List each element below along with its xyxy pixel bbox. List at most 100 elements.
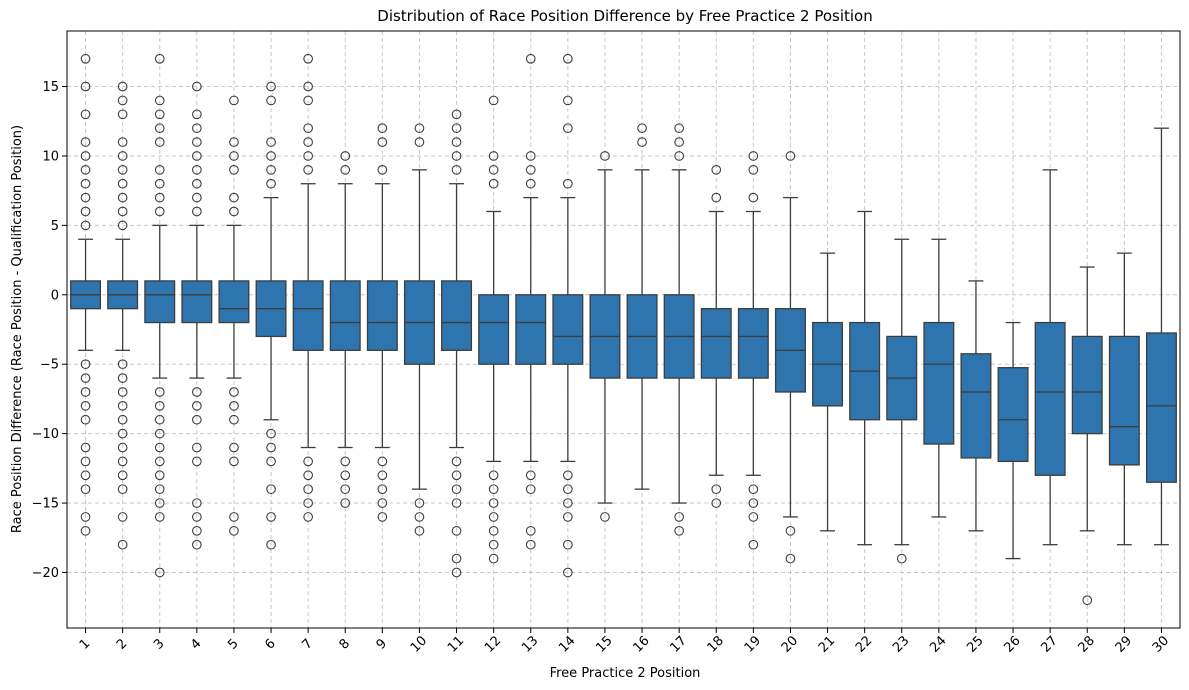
outlier-point (117, 373, 128, 383)
outlier-point (414, 137, 425, 147)
outlier-point (80, 178, 91, 189)
outlier-point (488, 164, 499, 175)
box-group-23 (886, 238, 918, 564)
box-iqr (366, 280, 398, 351)
y-tick-label: 5 (51, 219, 59, 234)
outlier-point (303, 498, 314, 508)
outlier-point (340, 456, 351, 467)
box-iqr (1034, 321, 1066, 476)
outlier-point (117, 359, 128, 370)
box-group-19 (737, 151, 769, 550)
outlier-point (266, 512, 276, 522)
outlier-point (414, 498, 425, 508)
outlier-point (117, 484, 128, 495)
outlier-point (80, 512, 91, 522)
outlier-point (266, 178, 276, 189)
box-iqr (923, 321, 955, 445)
outlier-point (117, 109, 128, 120)
outlier-point (525, 539, 536, 550)
outlier-point (154, 470, 165, 481)
box-group-3 (144, 53, 176, 578)
outlier-point (340, 164, 351, 175)
outlier-point (377, 137, 388, 147)
outlier-point (488, 512, 499, 522)
box-group-28 (1071, 266, 1103, 606)
outlier-point (525, 164, 536, 175)
outlier-point (748, 512, 759, 522)
outlier-point (154, 442, 165, 453)
outlier-point (154, 498, 165, 508)
outlier-point (488, 95, 499, 106)
outlier-point (229, 95, 239, 106)
outlier-point (303, 137, 314, 147)
box-iqr (997, 367, 1029, 463)
box-group-8 (329, 151, 361, 508)
box-group-14 (552, 53, 584, 578)
outlier-point (303, 95, 314, 106)
outlier-point (748, 192, 759, 203)
outlier-point (303, 53, 314, 64)
outlier-point (340, 470, 351, 481)
outlier-point (562, 95, 573, 106)
outlier-point (748, 151, 759, 161)
box-group-13 (515, 53, 547, 550)
outlier-point (229, 456, 239, 467)
outlier-point (229, 387, 239, 397)
box-iqr (960, 353, 992, 459)
outlier-point (154, 95, 165, 106)
outlier-point (303, 470, 314, 481)
outlier-point (192, 151, 202, 161)
outlier-point (154, 512, 165, 522)
outlier-point (600, 512, 610, 522)
outlier-point (192, 81, 202, 92)
outlier-point (229, 401, 239, 411)
outlier-point (785, 151, 796, 161)
outlier-point (154, 123, 165, 134)
outlier-point (80, 470, 91, 481)
outlier-point (451, 109, 462, 120)
outlier-point (80, 137, 91, 147)
outlier-point (377, 123, 388, 134)
outlier-point (117, 164, 128, 175)
outlier-point (303, 151, 314, 161)
outlier-point (80, 81, 91, 92)
outlier-point (266, 442, 276, 453)
outlier-point (192, 206, 202, 217)
outlier-point (711, 484, 722, 495)
box-iqr (478, 294, 510, 365)
outlier-point (117, 151, 128, 161)
box-iqr (181, 280, 213, 324)
outlier-point (266, 81, 276, 92)
outlier-point (451, 123, 462, 134)
outlier-point (117, 428, 128, 439)
box-iqr (292, 280, 324, 351)
outlier-point (896, 553, 907, 564)
box-group-16 (626, 123, 658, 490)
box-iqr (737, 308, 769, 379)
outlier-point (488, 498, 499, 508)
box-iqr (329, 280, 361, 351)
outlier-point (451, 498, 462, 508)
y-tick-label: −20 (32, 566, 59, 581)
box-group-25 (960, 280, 992, 532)
outlier-point (229, 525, 239, 536)
outlier-point (451, 525, 462, 536)
outlier-point (229, 151, 239, 161)
outlier-point (303, 123, 314, 134)
outlier-point (377, 498, 388, 508)
outlier-point (154, 428, 165, 439)
outlier-point (748, 539, 759, 550)
outlier-point (1082, 595, 1093, 606)
outlier-point (562, 178, 573, 189)
outlier-point (266, 456, 276, 467)
box-group-15 (589, 151, 621, 522)
outlier-point (192, 442, 202, 453)
outlier-point (192, 137, 202, 147)
outlier-point (303, 456, 314, 467)
outlier-point (303, 484, 314, 495)
outlier-point (488, 178, 499, 189)
outlier-point (192, 414, 202, 425)
y-tick-label: −15 (32, 497, 59, 512)
outlier-point (562, 484, 573, 495)
box-series (70, 53, 1177, 606)
